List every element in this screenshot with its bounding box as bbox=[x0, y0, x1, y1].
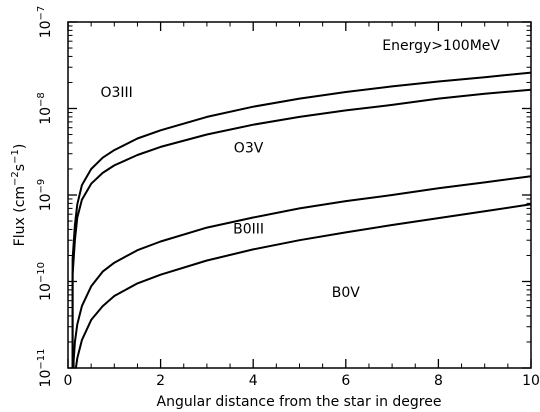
y-axis-ticks: 10−11 10−10 10−9 10−8 10−7 bbox=[36, 6, 531, 388]
energy-annotation: Energy>100MeV bbox=[382, 38, 500, 54]
curve-label-o3v: O3V bbox=[234, 140, 264, 156]
y-tick-label: 10−7 bbox=[36, 6, 54, 39]
curve-label-b0v: B0V bbox=[332, 285, 361, 301]
curve-labels-group: O3III O3V B0III B0V bbox=[100, 85, 360, 301]
y-axis-label: Flux (cm−2s−1) bbox=[10, 144, 28, 247]
svg-text:10−8: 10−8 bbox=[36, 92, 54, 125]
svg-text:10−11: 10−11 bbox=[36, 349, 54, 388]
x-tick-label: 6 bbox=[341, 373, 350, 389]
series-line-b0iii bbox=[72, 175, 532, 368]
x-tick-label: 4 bbox=[249, 373, 258, 389]
x-axis-ticks: 0 2 4 6 8 10 bbox=[64, 22, 540, 389]
y-tick-label: 10−11 bbox=[36, 349, 54, 388]
curve-label-b0iii: B0III bbox=[233, 221, 264, 237]
series-line-b0v bbox=[74, 203, 532, 369]
x-tick-label: 8 bbox=[434, 373, 443, 389]
svg-text:10−9: 10−9 bbox=[36, 179, 54, 212]
y-tick-label: 10−8 bbox=[36, 92, 54, 125]
x-tick-label: 2 bbox=[156, 373, 165, 389]
svg-text:10−7: 10−7 bbox=[36, 6, 54, 39]
svg-text:10−10: 10−10 bbox=[36, 262, 54, 301]
curves-group bbox=[71, 71, 532, 369]
y-tick-label: 10−9 bbox=[36, 179, 54, 212]
curve-label-o3iii: O3III bbox=[100, 85, 132, 101]
series-line-o3iii bbox=[71, 71, 532, 368]
x-axis-label: Angular distance from the star in degree bbox=[157, 394, 442, 410]
x-tick-label: 0 bbox=[64, 373, 73, 389]
plot-frame bbox=[67, 21, 532, 369]
series-line-o3v bbox=[71, 88, 532, 368]
y-tick-label: 10−10 bbox=[36, 262, 54, 301]
x-tick-label: 10 bbox=[522, 373, 540, 389]
